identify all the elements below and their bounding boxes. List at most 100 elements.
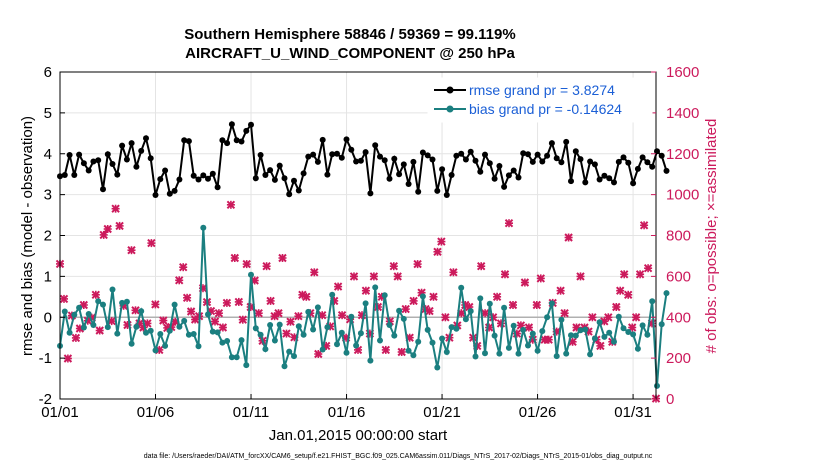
bias-points	[57, 224, 670, 389]
obs-marker-24	[151, 300, 160, 309]
bias-point-52	[305, 308, 312, 315]
bias-point-53	[310, 326, 317, 333]
bias-point-30	[200, 224, 207, 231]
rmse-point-83	[453, 152, 460, 159]
rmse-point-30	[200, 172, 207, 179]
rmse-point-36	[228, 121, 235, 128]
rmse-point-74	[410, 158, 417, 165]
rmse-point-122	[639, 154, 646, 161]
rmse-point-99	[529, 158, 536, 165]
rmse-point-15	[128, 140, 135, 147]
bias-point-1	[61, 308, 68, 315]
legend-bias-marker	[446, 105, 454, 113]
rmse-point-85	[462, 156, 469, 163]
legend-bias-label: bias grand pr = -0.14624	[469, 101, 622, 117]
rmse-point-86	[467, 148, 474, 155]
bias-point-34	[219, 339, 226, 346]
bias-point-50	[295, 323, 302, 330]
bias-point-85	[462, 316, 469, 323]
y-tick-label-5: 3	[44, 187, 52, 204]
bias-point-25	[176, 323, 183, 330]
x-tick-label-3: 01/16	[328, 404, 366, 421]
rmse-point-17	[138, 147, 145, 154]
rmse-point-98	[525, 151, 531, 158]
rmse-point-68	[381, 157, 388, 164]
bias-point-102	[544, 314, 551, 321]
obs-count-series	[55, 200, 661, 403]
obs-marker-99	[449, 268, 458, 277]
rmse-point-6	[85, 167, 92, 174]
bias-point-122	[639, 322, 646, 329]
bias-point-7	[90, 322, 97, 328]
rmse-point-94	[505, 172, 512, 179]
bias-point-94	[505, 344, 512, 351]
obs-marker-96	[437, 237, 446, 246]
bias-point-19	[147, 327, 154, 334]
obs-marker-9	[91, 290, 101, 300]
obs-marker-123	[544, 335, 553, 344]
bias-point-10	[104, 324, 111, 331]
bias-point-103	[548, 300, 555, 307]
bias-point-6	[85, 311, 92, 317]
rmse-point-50	[295, 187, 302, 194]
obs-marker-12	[103, 224, 112, 234]
rmse-point-1	[61, 172, 68, 178]
y-tick-label-3: 1	[44, 268, 52, 285]
bias-point-76	[419, 293, 426, 300]
obs-marker-84	[389, 261, 399, 271]
bias-point-37	[233, 354, 240, 361]
obs-marker-110	[492, 292, 502, 302]
rmse-point-103	[548, 140, 555, 147]
obs-marker-138	[604, 313, 613, 322]
bias-point-23	[166, 327, 173, 334]
obs-marker-136	[596, 341, 605, 351]
bias-point-113	[596, 319, 603, 326]
right-tick-label-4: 800	[666, 228, 691, 245]
bias-point-108	[572, 332, 579, 339]
rmse-point-38	[238, 138, 245, 145]
obs-marker-114	[508, 300, 518, 310]
rmse-point-46	[276, 162, 283, 169]
x-tick-label-2: 01/11	[233, 404, 269, 421]
rmse-point-116	[611, 179, 617, 186]
rmse-point-12	[114, 171, 121, 178]
rmse-point-31	[205, 175, 211, 182]
bias-point-64	[362, 300, 369, 307]
bias-point-126	[658, 321, 665, 328]
bias-point-17	[138, 308, 145, 315]
obs-marker-95	[433, 247, 442, 257]
rmse-point-51	[300, 170, 307, 177]
bias-point-22	[162, 342, 169, 349]
rmse-point-71	[396, 171, 403, 178]
obs-marker-42	[222, 298, 232, 308]
bias-point-16	[133, 323, 140, 330]
obs-marker-39	[210, 317, 220, 326]
bias-point-90	[486, 300, 493, 307]
obs-marker-52	[262, 261, 271, 271]
bias-point-29	[195, 343, 202, 350]
rmse-point-19	[147, 155, 154, 162]
x-axis-ticks: 01/01 01/06 01/11 01/16 01/21 01/26 01/31	[41, 394, 652, 421]
rmse-point-75	[415, 188, 422, 195]
rmse-point-23	[166, 190, 173, 197]
rmse-point-40	[248, 121, 254, 128]
bias-point-31	[205, 311, 211, 318]
rmse-point-53	[310, 151, 317, 158]
bias-point-49	[291, 353, 297, 360]
rmse-point-65	[367, 190, 374, 197]
rmse-point-56	[324, 171, 331, 178]
rmse-point-91	[491, 175, 498, 182]
rmse-point-55	[319, 136, 326, 143]
bias-point-92	[496, 350, 503, 357]
obs-marker-148	[643, 263, 653, 273]
rmse-point-35	[224, 140, 231, 147]
rmse-point-62	[353, 158, 360, 165]
rmse-point-58	[334, 150, 340, 157]
obs-marker-34	[190, 315, 200, 324]
bias-point-114	[601, 333, 608, 340]
rmse-point-109	[577, 156, 584, 163]
rmse-point-73	[405, 181, 412, 187]
obs-marker-46	[238, 315, 248, 324]
bias-point-40	[248, 271, 254, 278]
chart-subtitle: AIRCRAFT_U_WIND_COMPONENT @ 250 hPa	[185, 45, 515, 62]
